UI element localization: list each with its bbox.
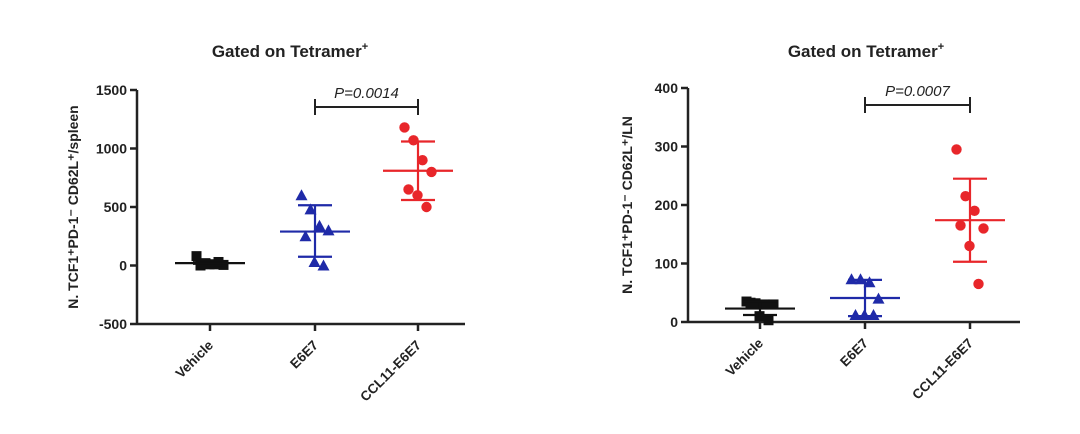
y-tick-label: -500 [99,316,127,332]
data-point-square [763,315,774,326]
series-ccl11-e6e7 [935,144,1005,290]
data-point-circle [973,278,984,290]
data-point-triangle [299,230,312,242]
y-tick-label: 300 [655,139,679,155]
data-point-circle [417,155,428,166]
data-point-circle [426,166,437,178]
y-tick-label: 500 [104,199,128,215]
chart-panel-1: Gated on Tetramer+ N. TCF1⁺PD-1⁻ CD62L⁺/s… [65,41,465,404]
data-point-triangle [863,276,876,288]
data-point-circle [951,144,962,155]
series-e6e7 [830,273,900,320]
series-e6e7 [280,189,350,271]
data-point-triangle [317,259,330,271]
x-tick-label: E6E7 [837,336,871,370]
data-point-square [768,299,779,310]
data-point-triangle [304,203,317,215]
x-tick-label: Vehicle [723,335,767,379]
y-tick-label: 1000 [96,141,127,157]
chart-title: Gated on Tetramer+ [212,41,368,61]
data-point-triangle [295,189,308,201]
x-tick-label: E6E7 [287,338,321,372]
x-tick-label: Vehicle [173,337,217,381]
series-ccl11-e6e7 [383,122,453,213]
data-point-triangle [867,308,880,320]
series-vehicle [175,251,245,271]
data-point-circle [399,122,410,133]
y-tick-label: 0 [670,314,678,330]
data-point-circle [408,135,419,146]
y-tick-label: 400 [655,80,679,96]
chart-title: Gated on Tetramer+ [788,41,944,61]
p-value-label: P=0.0007 [885,83,950,100]
y-tick-label: 1500 [96,82,127,98]
data-point-circle [960,191,971,202]
data-point-circle [421,201,432,213]
y-axis-label: N. TCF1⁺PD-1⁻ CD62L⁺/spleen [65,105,81,308]
data-point-triangle [308,255,321,267]
data-point-triangle [313,219,326,231]
y-axis-label: N. TCF1⁺PD-1⁻ CD62L⁺/LN [619,116,635,294]
data-point-square [195,260,206,271]
x-tick-label: CCL11-E6E7 [909,336,976,403]
data-point-circle [955,220,966,231]
data-point-square [759,299,770,310]
series-vehicle [725,296,795,326]
y-tick-label: 100 [655,256,679,272]
chart-title-sup: + [362,41,368,53]
chart-title-text: Gated on Tetramer [788,42,938,61]
x-tick-label: CCL11-E6E7 [357,338,424,405]
y-tick-label: 0 [119,258,127,274]
chart-title-text: Gated on Tetramer [212,42,362,61]
data-point-circle [978,223,989,234]
y-tick-label: 200 [655,197,679,213]
chart-panel-2: Gated on Tetramer+ N. TCF1⁺PD-1⁻ CD62L⁺/L… [619,41,1020,402]
data-point-square [754,311,765,322]
data-point-circle [403,184,414,195]
data-point-circle [969,205,980,217]
chart-title-sup: + [938,41,944,53]
data-point-square [745,297,756,308]
data-point-square [191,251,202,262]
p-value-label: P=0.0014 [334,85,399,102]
